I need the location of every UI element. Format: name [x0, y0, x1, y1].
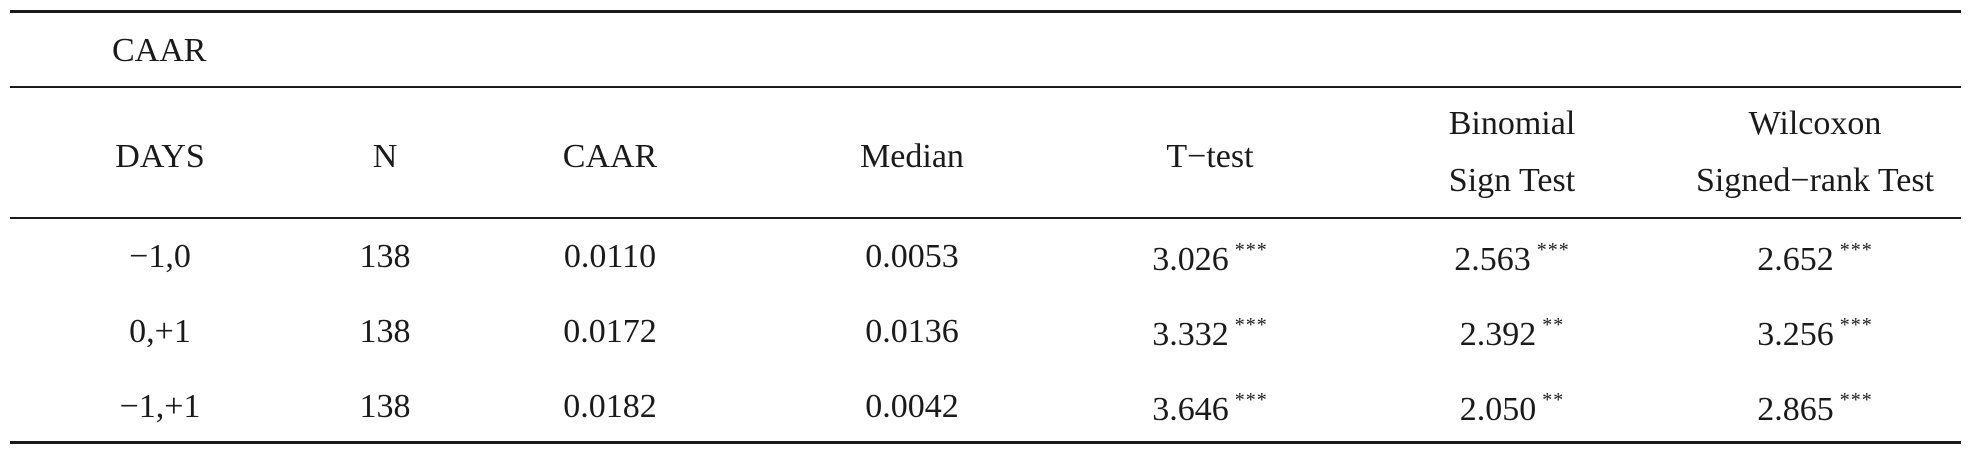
significance-marker: *** [1234, 239, 1268, 261]
header-wilcoxon-line2: Signed−rank Test [1695, 162, 1935, 199]
cell-wilcoxon: 2.652 *** [1757, 240, 1873, 277]
table-top-rule [10, 10, 1961, 13]
cell-n: 138 [359, 238, 411, 275]
significance-marker: ** [1542, 314, 1565, 336]
header-median: Median [860, 138, 964, 175]
cell-wilcoxon: 2.865 *** [1757, 390, 1873, 427]
table-caption-rule [10, 86, 1961, 88]
cell-median: 0.0042 [865, 388, 959, 425]
cell-n: 138 [359, 388, 411, 425]
cell-ttest: 3.026 *** [1152, 240, 1268, 277]
cell-days: −1,+1 [119, 388, 201, 425]
cell-caar: 0.0172 [563, 313, 657, 350]
cell-days: −1,0 [129, 238, 191, 275]
header-wilcoxon-signed-rank-test: Wilcoxon Signed−rank Test [1696, 95, 1934, 209]
table-header-rule [10, 217, 1961, 219]
cell-caar: 0.0182 [563, 388, 657, 425]
header-days: DAYS [115, 138, 205, 175]
significance-marker: *** [1234, 389, 1268, 411]
significance-marker: *** [1839, 314, 1873, 336]
cell-wilcoxon-value: 2.865 [1757, 391, 1834, 428]
significance-marker: *** [1839, 389, 1873, 411]
cell-wilcoxon-value: 3.256 [1757, 316, 1834, 353]
cell-ttest: 3.646 *** [1152, 390, 1268, 427]
cell-binomial: 2.563 *** [1454, 240, 1570, 277]
cell-wilcoxon: 3.256 *** [1757, 315, 1873, 352]
significance-marker: *** [1536, 239, 1570, 261]
cell-ttest-value: 3.332 [1152, 316, 1229, 353]
header-wilcoxon-line1: Wilcoxon [1748, 105, 1882, 142]
cell-binomial-value: 2.392 [1459, 316, 1537, 353]
cell-wilcoxon-value: 2.652 [1757, 241, 1834, 278]
cell-ttest: 3.332 *** [1152, 315, 1268, 352]
header-binomial-sign-test: Binomial Sign Test [1449, 95, 1576, 209]
significance-marker: *** [1234, 314, 1268, 336]
cell-n: 138 [359, 313, 411, 350]
cell-ttest-value: 3.026 [1152, 241, 1229, 278]
cell-binomial: 2.050 ** [1460, 390, 1565, 427]
cell-median: 0.0136 [865, 313, 959, 350]
significance-marker: *** [1839, 239, 1873, 261]
table-bottom-rule [10, 441, 1961, 444]
header-ttest: T−test [1166, 138, 1254, 175]
header-binomial-line2: Sign Test [1448, 162, 1576, 199]
cell-days: 0,+1 [129, 313, 191, 350]
cell-binomial-value: 2.050 [1459, 391, 1537, 428]
significance-marker: ** [1542, 389, 1565, 411]
cell-ttest-value: 3.646 [1152, 391, 1229, 428]
header-binomial-line1: Binomial [1448, 105, 1576, 142]
header-caar: CAAR [562, 138, 658, 175]
table-caption: CAAR [112, 32, 207, 69]
cell-caar: 0.0110 [563, 238, 657, 275]
cell-binomial: 2.392 ** [1460, 315, 1565, 352]
cell-binomial-value: 2.563 [1454, 241, 1531, 278]
cell-median: 0.0053 [865, 238, 959, 275]
header-n: N [372, 138, 398, 175]
